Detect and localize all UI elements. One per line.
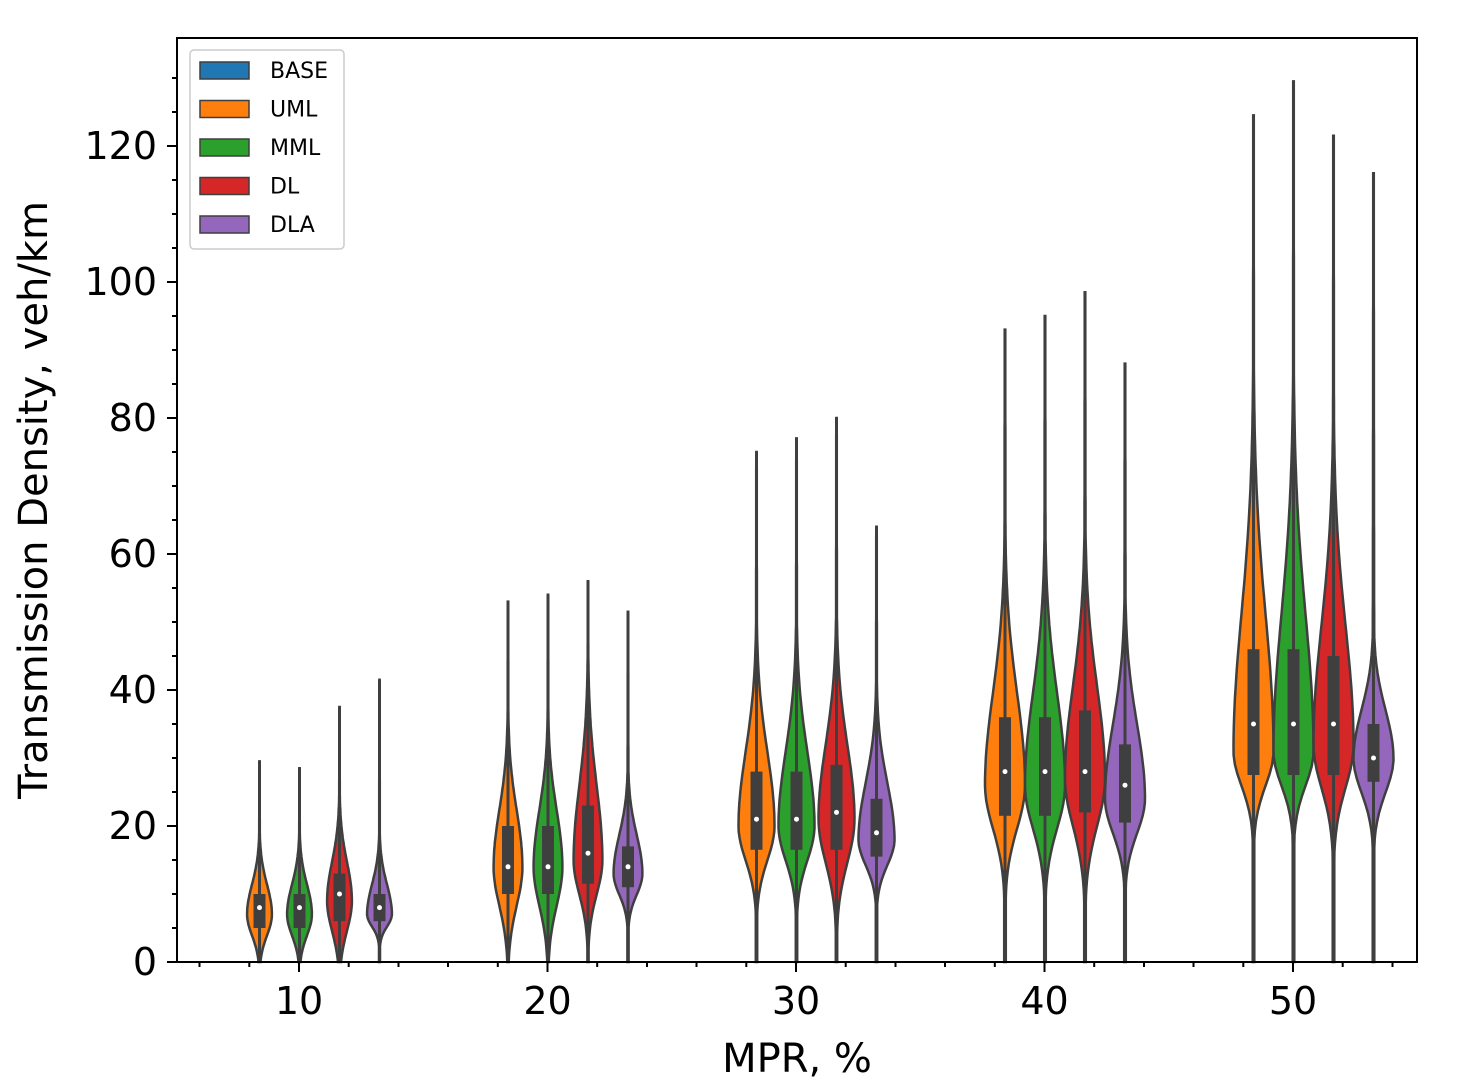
- x-tick-label: 10: [275, 979, 323, 1023]
- violin-iqr-box: [870, 798, 883, 857]
- violin-iqr-box: [1039, 717, 1051, 816]
- y-tick-label: 120: [84, 124, 157, 168]
- violin-median-dot: [1291, 721, 1296, 727]
- violin-iqr-box: [1287, 649, 1300, 775]
- violin-median-dot: [377, 905, 382, 911]
- violin-iqr-box: [830, 764, 843, 850]
- violin-mml-20: [532, 593, 564, 964]
- violin-median-dot: [1331, 721, 1336, 727]
- violin-median-dot: [874, 830, 879, 836]
- violin-median-dot: [1082, 769, 1088, 775]
- violin-iqr-box: [582, 805, 594, 884]
- y-axis-title: Transmission Density, veh/km: [11, 201, 57, 800]
- violin-median-dot: [1371, 755, 1376, 761]
- x-axis-title: MPR, %: [722, 1036, 872, 1082]
- violin-mml-10: [285, 766, 314, 964]
- violin-mml-30: [777, 437, 816, 964]
- legend-swatch-dla: [199, 215, 250, 234]
- violin-uml-10: [245, 760, 274, 964]
- legend-label-mml: MML: [270, 136, 321, 161]
- violin-uml-40: [983, 328, 1027, 964]
- legend-swatch-dl: [199, 176, 250, 196]
- y-tick-label: 60: [109, 532, 157, 576]
- violin-iqr-box: [542, 826, 554, 894]
- violin-median-dot: [505, 864, 511, 870]
- violin-median-dot: [585, 850, 591, 856]
- y-tick-label: 0: [133, 940, 157, 984]
- violin-iqr-box: [253, 894, 266, 928]
- y-tick-label: 20: [109, 804, 157, 848]
- violin-dl-20: [572, 579, 604, 964]
- x-tick-label: 30: [772, 979, 820, 1023]
- violin-median-dot: [1251, 721, 1256, 727]
- violin-mml-40: [1023, 314, 1067, 964]
- violin-dl-10: [325, 705, 354, 964]
- x-tick-label: 20: [523, 979, 571, 1023]
- violin-uml-20: [492, 600, 524, 964]
- y-tick-label: 40: [109, 668, 157, 712]
- violin-iqr-box: [999, 717, 1011, 816]
- violin-iqr-box: [1247, 649, 1260, 775]
- violin-median-dot: [545, 864, 551, 870]
- violin-dl-40: [1063, 290, 1107, 964]
- violin-dl-30: [817, 416, 856, 964]
- violin-dla-10: [365, 678, 394, 964]
- x-tick-label: 50: [1269, 979, 1317, 1023]
- violin-dla-30: [857, 525, 896, 964]
- violin-iqr-box: [1079, 710, 1091, 813]
- violin-median-dot: [834, 809, 839, 815]
- violin-median-dot: [754, 816, 759, 822]
- violin-dla-40: [1103, 362, 1147, 964]
- violin-iqr-box: [333, 873, 346, 922]
- violin-median-dot: [337, 891, 342, 897]
- violin-median-dot: [1042, 769, 1048, 775]
- violin-uml-50: [1232, 114, 1275, 964]
- violin-uml-30: [737, 450, 776, 964]
- legend-swatch-uml: [199, 99, 250, 119]
- violin-median-dot: [794, 816, 799, 822]
- legend-label-uml: UML: [270, 98, 318, 123]
- y-tick-label: 80: [109, 396, 157, 440]
- violin-iqr-box: [1367, 724, 1380, 782]
- legend-label-dl: DL: [270, 175, 300, 200]
- violin-median-dot: [1122, 782, 1128, 788]
- violin-median-dot: [1002, 769, 1008, 775]
- y-tick-label: 100: [84, 260, 157, 304]
- violin-dl-50: [1312, 134, 1355, 964]
- x-tick-label: 40: [1020, 979, 1068, 1023]
- violin-iqr-box: [750, 771, 763, 850]
- legend-swatch-base: [199, 61, 250, 80]
- violin-mml-50: [1272, 80, 1315, 964]
- violin-dla-20: [612, 610, 644, 964]
- violin-median-dot: [257, 905, 262, 911]
- violin-iqr-box: [1327, 656, 1340, 775]
- violin-median-dot: [297, 905, 302, 911]
- legend-label-dla: DLA: [270, 213, 315, 238]
- legend-label-base: BASE: [270, 59, 328, 84]
- legend: BASE UML MML DL DLA: [189, 49, 345, 250]
- violin-iqr-box: [790, 771, 803, 850]
- legend-swatch-mml: [199, 138, 250, 157]
- violin-median-dot: [625, 864, 631, 870]
- violin-dla-50: [1352, 171, 1395, 964]
- violin-iqr-box: [293, 894, 306, 928]
- violin-iqr-box: [502, 826, 514, 894]
